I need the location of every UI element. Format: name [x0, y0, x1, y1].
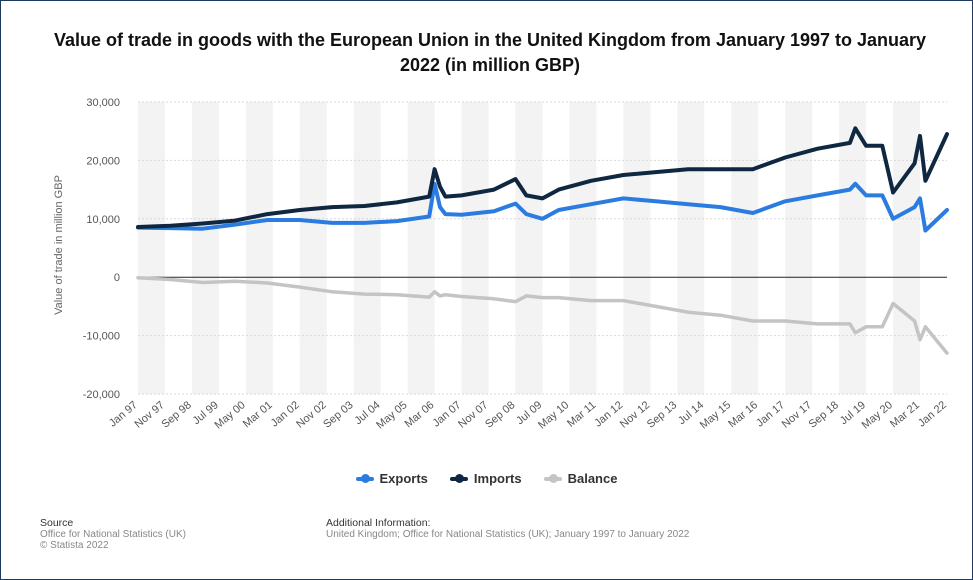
x-tick-label: Nov 12	[618, 399, 652, 431]
legend-item-exports[interactable]: Exports	[355, 471, 428, 486]
legend-label-balance: Balance	[567, 471, 618, 486]
source-block: Source Office for National Statistics (U…	[40, 517, 186, 552]
chart-title: Value of trade in goods with the Europea…	[53, 30, 927, 75]
y-tick-label: 0	[114, 272, 120, 284]
x-tick-label: Mar 06	[403, 399, 437, 430]
x-tick-label: Sep 03	[321, 399, 355, 431]
x-tick-label: Mar 16	[726, 399, 760, 430]
x-tick-label: May 15	[698, 399, 733, 431]
x-tick-label: Sep 13	[645, 399, 679, 431]
x-tick-label: May 20	[860, 399, 895, 431]
plot-band	[138, 102, 165, 394]
series-line-exports	[136, 181, 949, 233]
imports-swatch-icon	[449, 473, 468, 483]
y-tick-label: 30,000	[86, 97, 120, 109]
plot-band	[515, 102, 543, 394]
source-heading: Source	[40, 517, 74, 529]
x-tick-label: May 05	[374, 399, 409, 431]
y-tick-label: 10,000	[86, 214, 120, 226]
y-axis-label: Value of trade in million GBP	[53, 175, 65, 315]
series-lines	[136, 126, 949, 355]
plot-band	[245, 102, 273, 394]
y-axis-ticks: 30,000 20,000 10,000 0 -10,000 -20,000	[83, 97, 120, 401]
x-tick-label: Sep 18	[807, 399, 841, 431]
plot-band	[623, 102, 651, 394]
plot-band	[299, 102, 327, 394]
legend: Exports Imports Balance	[0, 471, 973, 486]
plot-band	[461, 102, 489, 394]
x-tick-label: Nov 07	[456, 399, 490, 431]
x-tick-label: Mar 11	[565, 399, 598, 430]
x-tick-label: Sep 98	[159, 399, 193, 431]
x-tick-label: Jan 22	[916, 399, 949, 429]
legend-label-exports: Exports	[379, 471, 428, 486]
additional-info-text: United Kingdom; Office for National Stat…	[326, 529, 690, 540]
x-tick-label: Nov 97	[132, 399, 166, 431]
x-tick-label: Nov 17	[780, 399, 814, 431]
x-tick-label: May 00	[212, 399, 247, 431]
x-tick-label: May 10	[536, 399, 571, 431]
y-tick-label: -20,000	[83, 389, 120, 401]
legend-item-balance[interactable]: Balance	[543, 471, 618, 486]
legend-item-imports[interactable]: Imports	[449, 471, 522, 486]
plot-band	[191, 102, 219, 394]
legend-label-imports: Imports	[473, 471, 522, 486]
plot-band	[839, 102, 867, 394]
plot-band	[353, 102, 381, 394]
additional-info-heading: Additional Information:	[326, 517, 431, 529]
x-tick-label: Sep 08	[483, 399, 517, 431]
y-tick-label: 20,000	[86, 155, 120, 167]
additional-info-block: Additional Information: United Kingdom; …	[326, 517, 690, 541]
x-tick-label: Mar 01	[241, 399, 275, 430]
exports-swatch-icon	[355, 473, 374, 483]
plot-band	[677, 102, 705, 394]
plot-band	[407, 102, 435, 394]
line-chart: 30,000 20,000 10,000 0 -10,000 -20,000 Jan 97…	[53, 97, 949, 431]
source-name[interactable]: Office for National Statistics (UK)	[40, 529, 186, 540]
plot-band	[569, 102, 597, 394]
copyright: © Statista 2022	[40, 540, 109, 551]
balance-swatch-icon	[543, 473, 562, 483]
series-line-imports	[136, 126, 949, 229]
y-tick-label: -10,000	[83, 331, 120, 343]
series-line-balance	[136, 276, 949, 355]
plot-band	[893, 102, 921, 394]
plot-band	[731, 102, 759, 394]
plot-band	[785, 102, 813, 394]
x-tick-label: Nov 02	[294, 399, 328, 431]
x-tick-label: Mar 21	[888, 399, 922, 430]
